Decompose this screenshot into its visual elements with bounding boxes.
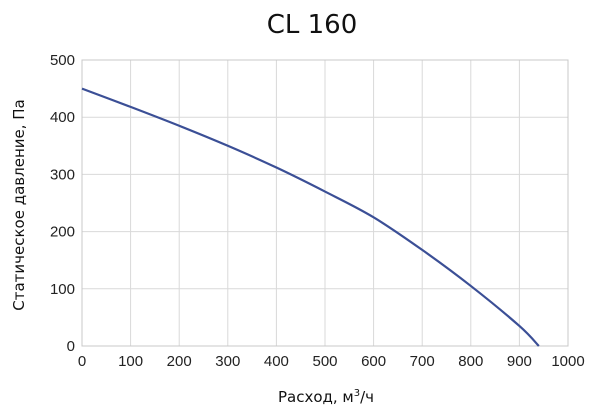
x-tick-label: 400 bbox=[264, 353, 289, 370]
y-tick-label: 0 bbox=[67, 338, 75, 355]
x-axis-label: Расход, м3/ч bbox=[278, 388, 374, 406]
x-tick-label: 300 bbox=[215, 353, 240, 370]
y-axis-label: Статическое давление, Па bbox=[10, 99, 28, 310]
y-tick-label: 300 bbox=[50, 166, 75, 183]
y-tick-label: 500 bbox=[50, 52, 75, 69]
x-tick-label: 500 bbox=[312, 353, 337, 370]
plot-area bbox=[81, 59, 569, 347]
x-tick-label: 800 bbox=[458, 353, 483, 370]
x-tick-label: 700 bbox=[410, 353, 435, 370]
grid bbox=[81, 59, 569, 347]
y-tick-label: 200 bbox=[50, 224, 75, 241]
x-tick-label: 900 bbox=[507, 353, 532, 370]
x-tick-label: 200 bbox=[167, 353, 192, 370]
x-tick-label: 100 bbox=[118, 353, 143, 370]
series-layer bbox=[81, 87, 540, 347]
x-axis-ticks: 0 100 200 300 400 500 600 700 800 900 1000 bbox=[78, 353, 585, 370]
y-tick-label: 400 bbox=[50, 109, 75, 126]
y-axis-ticks: 0 100 200 300 400 500 bbox=[50, 52, 75, 355]
series-line bbox=[81, 87, 540, 347]
x-tick-label: 600 bbox=[361, 353, 386, 370]
y-tick-label: 100 bbox=[50, 281, 75, 298]
chart-title: CL 160 bbox=[267, 10, 358, 40]
x-tick-label: 1000 bbox=[551, 353, 584, 370]
x-tick-label: 0 bbox=[78, 353, 86, 370]
